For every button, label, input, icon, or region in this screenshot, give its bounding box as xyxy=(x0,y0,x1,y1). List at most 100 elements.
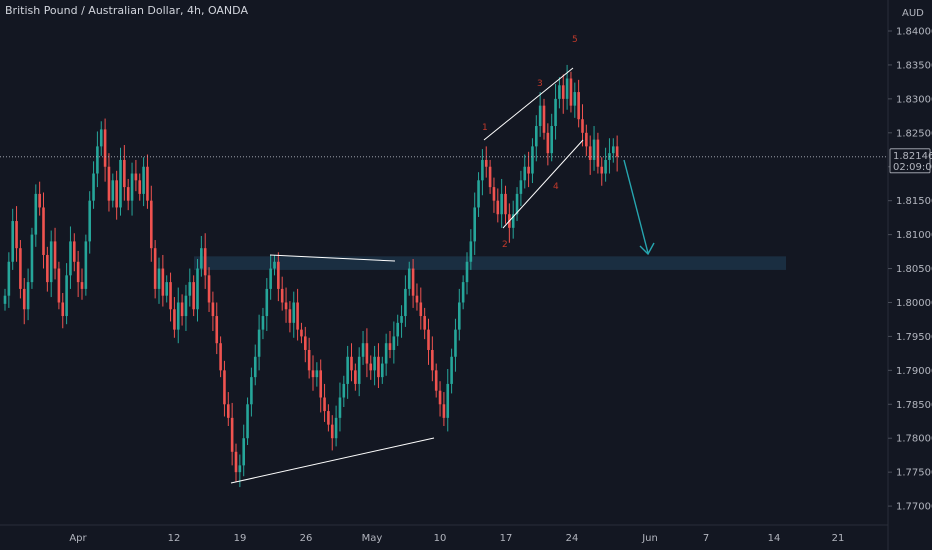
x-tick-label: 10 xyxy=(434,533,447,544)
candle-body xyxy=(357,356,361,384)
candle-body xyxy=(49,241,53,283)
candle-body xyxy=(57,268,61,303)
candle-body xyxy=(215,316,219,344)
candle-body xyxy=(38,193,41,208)
candle-body xyxy=(477,180,480,208)
candle-body xyxy=(377,356,380,378)
candle-body xyxy=(65,275,68,317)
candle-body xyxy=(458,302,461,330)
candle-body xyxy=(612,146,615,154)
candle-body xyxy=(484,159,488,167)
candle-body xyxy=(200,248,203,269)
candle-body xyxy=(300,329,303,337)
candle-body xyxy=(373,356,376,371)
candle-body xyxy=(111,180,115,201)
last-price-value: 1.82146 xyxy=(893,151,932,162)
candle-body xyxy=(161,268,165,296)
candle-body xyxy=(42,207,45,255)
candle-body xyxy=(280,288,284,303)
candle-body xyxy=(73,241,76,262)
last-price-tag xyxy=(889,148,931,174)
candle-body xyxy=(273,261,276,269)
x-tick-label: 12 xyxy=(168,533,181,544)
candle-body xyxy=(19,248,22,289)
x-tick-label: 19 xyxy=(234,533,247,544)
wave-label-3: 3 xyxy=(537,79,543,89)
countdown-timer: 02:09:04 xyxy=(893,162,932,173)
candle-body xyxy=(184,295,188,317)
candle-body xyxy=(253,356,257,378)
candle-body xyxy=(265,288,269,317)
candle-body xyxy=(230,417,234,452)
candle-body xyxy=(419,302,423,317)
candle-body xyxy=(92,173,95,201)
candle-body xyxy=(11,221,14,262)
candle-body xyxy=(354,370,357,384)
candle-body xyxy=(26,282,30,310)
candle-body xyxy=(207,275,211,303)
candle-body xyxy=(330,424,334,439)
candle-body xyxy=(615,146,619,157)
candle-body xyxy=(438,390,442,405)
candle-body xyxy=(80,282,84,289)
triangle-upper-line xyxy=(269,254,396,262)
candle-body xyxy=(157,268,161,289)
candle-body xyxy=(188,282,192,296)
candle-body xyxy=(319,370,322,398)
channel-upper-line xyxy=(483,67,574,141)
candle-body xyxy=(84,241,88,289)
candle-body xyxy=(242,438,245,466)
candle-body xyxy=(334,417,338,439)
candle-body xyxy=(392,336,396,350)
candle-body xyxy=(115,180,118,208)
candle-body xyxy=(442,404,446,418)
y-tick-label: 1.84000 xyxy=(896,27,932,38)
candle-body xyxy=(146,166,149,201)
y-tick-label: 1.81500 xyxy=(896,196,932,207)
candle-body xyxy=(238,465,242,473)
x-tick-label: 7 xyxy=(703,533,709,544)
candle-body xyxy=(515,193,519,215)
candle-body xyxy=(196,268,199,310)
candle-body xyxy=(427,329,430,350)
candle-body xyxy=(588,146,592,160)
candle-body xyxy=(227,404,230,418)
candle-body xyxy=(123,159,126,188)
y-tick-label: 1.77500 xyxy=(896,468,932,479)
candle-body xyxy=(558,85,561,99)
candle-body xyxy=(400,316,403,323)
candle-body xyxy=(411,268,415,296)
candle-body xyxy=(126,187,130,201)
triangle-lower-line xyxy=(230,437,435,484)
candle-body xyxy=(61,302,65,317)
candle-body xyxy=(465,261,469,283)
candle-body xyxy=(69,241,72,276)
wave-label-2: 2 xyxy=(502,240,508,250)
x-tick-label: May xyxy=(362,533,383,544)
candle-body xyxy=(234,451,238,473)
channel-lower-line xyxy=(502,139,584,229)
candle-body xyxy=(350,356,353,371)
candle-body xyxy=(223,370,226,405)
candle-body xyxy=(450,356,453,384)
y-tick-label: 1.78000 xyxy=(896,434,932,445)
candle-body xyxy=(550,126,553,154)
x-tick-label: 26 xyxy=(300,533,313,544)
candle-body xyxy=(569,78,573,106)
y-tick-label: 1.80500 xyxy=(896,264,932,275)
candle-body xyxy=(96,146,99,174)
candle-body xyxy=(600,166,604,174)
candle-body xyxy=(604,159,607,174)
candle-body xyxy=(99,129,103,147)
candle-body xyxy=(7,261,11,296)
candle-body xyxy=(492,187,496,201)
candle-body xyxy=(142,166,145,194)
candle-body xyxy=(257,329,261,357)
candle-body xyxy=(103,129,107,167)
candle-body xyxy=(388,343,392,350)
candle-body xyxy=(527,166,530,174)
candle-body xyxy=(585,132,588,147)
candle-body xyxy=(150,200,153,249)
